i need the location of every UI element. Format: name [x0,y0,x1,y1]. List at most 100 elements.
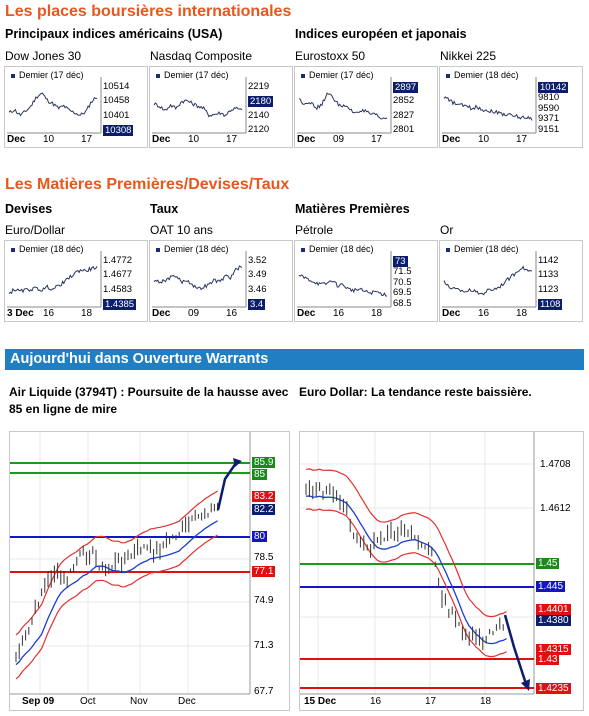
tag-1-4401: 1.4401 [536,604,571,615]
mini-xlabel: 10 [43,134,55,145]
sparkline-path [443,96,533,121]
legend-marker [156,73,160,78]
mini-tick: 1133 [538,269,559,281]
xlabel-17: 17 [425,696,437,707]
legend-text: Demier (18 déc) [164,244,229,254]
legend-marker [301,73,305,78]
mini-chart-nikkei[interactable]: Demier (18 déc) 10142 9810 9590 9371 9151 Dec 1… [439,66,583,148]
mini-xlabel: Dec [297,308,316,319]
legend-marker [11,73,15,78]
mini-label-nasdaq[interactable]: Nasdaq Composite [150,49,253,63]
xlabel-nov: Nov [130,696,148,707]
mini-xlabel: 16 [226,308,238,319]
air-liquide-plot [10,432,251,695]
mini-tick: 9810 [538,91,560,103]
mini-xlabel: 18 [371,308,383,319]
mini-xlabel: 17 [371,134,383,145]
mini-xlabel: 16 [333,308,345,319]
mini-tick: 2140 [248,109,270,121]
legend-marker [301,247,305,252]
heading-eu-indices: Indices européen et japonais [295,27,467,41]
legend-marker [446,247,450,252]
mini-xlabel: Dec [152,308,171,319]
mini-chart-or[interactable]: Demier (18 déc) 1142 1133 1123 1108 Dec 16 18 [439,240,583,322]
warrants-bar: Aujourd'hui dans Ouverture Warrants [5,349,584,370]
tick-71-3: 71.3 [254,640,274,651]
mini-label-oat[interactable]: OAT 10 ans [150,223,213,237]
sparkline [442,251,537,308]
tag-1-45: 1.45 [536,558,560,569]
mini-xlabel: 3 Dec [7,308,34,319]
article-euro-dollar-title[interactable]: Euro Dollar: La tendance reste baissière… [299,385,532,399]
sparkline-path [8,92,98,117]
mini-tick: 1142 [538,255,559,266]
heading-devises: Devises [5,202,53,216]
mini-chart-oat[interactable]: Demier (18 déc) 3.52 3.49 3.46 3.4 Dec 09 16 [149,240,293,322]
xlabel-18: 18 [480,696,492,707]
article-air-liquide-title[interactable]: Air Liquide (3794T) : Poursuite de la ha… [9,385,289,416]
legend-marker [11,247,15,252]
tick-1-4612: 1.4612 [540,503,571,514]
tag-83-2: 83.2 [252,491,276,502]
mini-label-dowjones[interactable]: Dow Jones 30 [5,49,82,63]
legend-marker [446,73,450,78]
mini-tick: 10458 [103,95,130,107]
mini-xlabel: 09 [188,308,200,319]
tick-78-5: 78.5 [254,552,274,563]
tick-67-7: 67.7 [254,686,274,697]
sparkline-path [153,99,243,118]
tag-77-1: 77.1 [252,566,276,577]
mini-label-petrole[interactable]: Pétrole [295,223,334,237]
mini-xlabel: Dec [7,134,26,145]
mini-chart-eurostoxx[interactable]: Demier (17 déc) 2897 2852 2827 2801 Dec 09 17 [294,66,438,148]
legend-text: Demier (18 déc) [454,70,519,80]
tag-85: 85 [252,469,268,480]
chart-air-liquide[interactable]: 85.9 85 83.2 82.2 80 78.5 77.1 74.9 71.3… [9,431,290,711]
mini-chart-eurodollar[interactable]: Demier (18 déc) 1.4772 1.4677 1.4583 1.4385 3… [4,240,148,322]
mini-label-eurodollar[interactable]: Euro/Dollar [5,223,66,237]
tag-85-9: 85.9 [252,457,276,468]
sparkline [7,77,102,134]
mini-current-value: 3.4 [248,299,266,310]
mini-chart-dowjones[interactable]: Demier (17 déc) 10514 10458 10401 10308 Dec 10… [4,66,148,148]
mini-tick: 2852 [393,95,415,107]
sparkline [297,251,392,308]
tag-82-2: 82.2 [252,504,276,515]
section-title-matieres: Les Matières Premières/Devises/Taux [5,176,290,193]
mini-xlabel: 17 [516,134,528,145]
mini-tick: 2219 [248,81,270,92]
mini-legend: Demier (18 déc) [11,244,84,254]
sparkline [297,77,392,134]
mini-xlabel: 16 [478,308,490,319]
mini-xlabel: 17 [81,134,93,145]
mini-label-or[interactable]: Or [440,223,454,237]
mini-xlabel: Dec [297,134,316,145]
mini-xlabel: 17 [226,134,238,145]
mini-current-value: 1.4385 [103,299,137,310]
tick-74-9: 74.9 [254,595,274,606]
sparkline [442,77,537,134]
mini-tick: 71.5 [393,265,412,277]
mini-tick: 69.5 [393,287,412,299]
sparkline-path [8,265,98,295]
tag-1-445: 1.445 [536,581,566,592]
sparkline-path [298,92,388,120]
mini-tick: 1.4772 [103,255,133,266]
mini-tick: 2801 [393,124,415,135]
mini-chart-petrole[interactable]: Demier (18 déc) 73 71.5 70.5 69.5 68.5 Dec 16 18 [294,240,438,322]
mini-current-value: 10308 [103,125,134,136]
chart-euro-dollar[interactable]: 1.4708 1.4612 1.45 1.445 1.4401 1.4380 1… [299,431,584,711]
mini-current-value: 2180 [248,96,274,108]
mini-label-nikkei[interactable]: Nikkei 225 [440,49,497,63]
mini-legend: Demier (17 déc) [156,70,229,80]
mini-legend: Demier (17 déc) [301,70,374,80]
mini-tick: 2120 [248,124,270,135]
mini-chart-nasdaq[interactable]: Demier (17 déc) 2219 2180 2140 2120 Dec 10 17 [149,66,293,148]
mini-label-eurostoxx[interactable]: Eurostoxx 50 [295,49,366,63]
mini-tick: 1.4677 [103,269,133,281]
sparkline-path [443,265,533,296]
mini-tick: 10401 [103,109,130,121]
sparkline-path [153,265,243,291]
sparkline-path [298,274,388,297]
mini-current-value: 1108 [538,299,563,310]
